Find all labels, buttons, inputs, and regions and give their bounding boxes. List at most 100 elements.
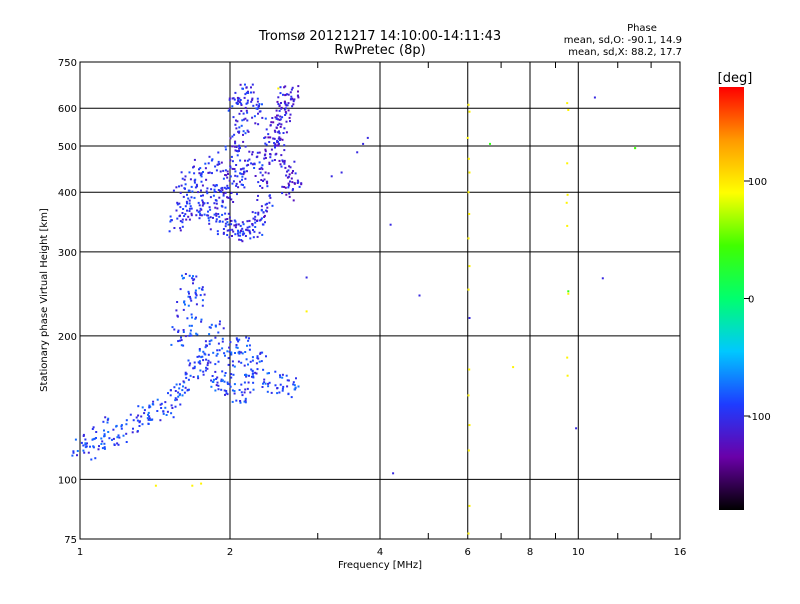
data-point [286, 379, 289, 382]
data-point [180, 171, 183, 174]
data-point [467, 449, 470, 452]
data-point [238, 149, 240, 152]
data-point [231, 182, 234, 185]
data-point [182, 385, 184, 388]
data-point [262, 180, 264, 182]
data-point [251, 223, 254, 225]
stats-x-line: mean, sd,X: 88.2, 17.7 [568, 47, 682, 58]
y-tick-label: 100 [58, 475, 77, 486]
data-point [226, 350, 229, 353]
data-point [235, 399, 238, 402]
data-point [256, 219, 259, 222]
data-point [156, 410, 159, 412]
data-point [184, 205, 187, 208]
data-point [274, 370, 277, 373]
data-point [224, 372, 227, 374]
data-point [103, 435, 106, 438]
data-point [102, 420, 105, 423]
data-point [233, 219, 236, 222]
data-point [293, 182, 296, 185]
data-point [147, 418, 150, 421]
data-point [280, 165, 283, 168]
data-point [234, 142, 237, 145]
data-point [174, 390, 177, 392]
data-point [238, 145, 241, 148]
data-point [281, 138, 284, 141]
data-point [212, 381, 215, 383]
data-point [468, 317, 471, 319]
data-point [208, 343, 211, 346]
data-point [245, 164, 248, 167]
data-point [285, 104, 288, 107]
data-point [226, 234, 229, 236]
data-point [283, 144, 286, 147]
data-point [206, 362, 209, 365]
data-point [245, 91, 248, 94]
data-point [247, 381, 250, 384]
data-point [256, 97, 259, 100]
chart-title: Tromsø 20121217 14:10:00-14:11:43 [258, 29, 501, 44]
data-point [273, 142, 276, 144]
data-point [277, 144, 280, 147]
y-tick-label: 200 [58, 332, 77, 343]
data-point [259, 171, 262, 174]
data-point [182, 329, 185, 331]
data-point [244, 159, 246, 162]
data-point [242, 112, 245, 115]
data-point [184, 273, 187, 275]
data-point [567, 292, 570, 295]
data-point [221, 213, 224, 216]
data-point [269, 153, 272, 156]
data-point [202, 203, 205, 206]
data-point [192, 376, 195, 378]
data-point [392, 472, 395, 475]
data-point [298, 185, 301, 188]
data-point [210, 379, 213, 382]
x-tick-label: 4 [377, 547, 383, 558]
data-point [267, 382, 270, 385]
data-point [231, 228, 234, 231]
data-point [239, 224, 242, 227]
data-point [207, 171, 210, 174]
data-point [234, 149, 237, 152]
data-point [566, 374, 569, 377]
data-point [184, 386, 187, 389]
data-point [210, 339, 213, 342]
data-point [181, 221, 184, 224]
data-point [251, 153, 254, 156]
data-point [238, 338, 241, 341]
data-point [218, 215, 221, 218]
data-point [250, 162, 253, 165]
data-point [216, 381, 219, 384]
data-point [215, 184, 218, 187]
data-point [253, 163, 256, 166]
data-point [275, 117, 278, 120]
data-point [241, 178, 243, 181]
data-point [181, 212, 184, 214]
data-point [254, 371, 257, 374]
data-point [276, 387, 279, 390]
data-point [117, 434, 120, 437]
data-point [199, 167, 202, 170]
data-point [273, 129, 276, 132]
data-point [234, 91, 237, 94]
data-point [278, 391, 281, 394]
data-point [289, 180, 291, 183]
data-point [188, 199, 191, 202]
data-point [195, 214, 198, 217]
data-point [176, 217, 179, 220]
data-point [182, 344, 185, 347]
data-point [243, 400, 246, 403]
data-point [176, 314, 179, 317]
data-point [467, 288, 470, 291]
data-point [207, 214, 210, 217]
data-point [87, 451, 90, 454]
data-point [107, 431, 110, 433]
data-point [125, 419, 128, 422]
data-point [179, 220, 182, 223]
data-point [177, 340, 180, 343]
data-point [149, 419, 152, 421]
data-point [274, 143, 277, 146]
data-point [240, 110, 243, 112]
data-point [256, 155, 259, 158]
